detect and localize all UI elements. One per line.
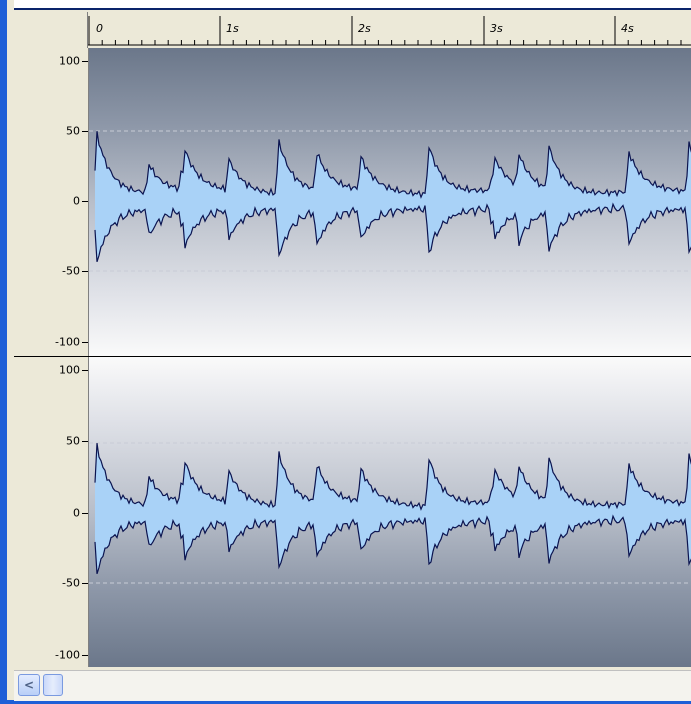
ruler-label-3s: 3s: [490, 22, 503, 35]
ch1-tick: [82, 201, 88, 202]
ruler-label-1s: 1s: [226, 22, 239, 35]
ch1-label-50: 50: [66, 124, 80, 138]
channel-2-axis: 100 50 0 -50 -100: [14, 357, 89, 667]
ch2-tick: [82, 655, 88, 656]
ch1-label-neg50: -50: [62, 264, 80, 278]
time-ruler[interactable]: 0 1s 2s 3s 4s: [14, 12, 691, 49]
channel-1-axis: 100 50 0 -50 -100: [14, 48, 89, 356]
horizontal-scrollbar[interactable]: <: [14, 670, 691, 701]
ch2-label-0: 0: [73, 506, 80, 520]
channel-2-waveform[interactable]: [89, 357, 691, 667]
ruler-label-0: 0: [96, 22, 103, 35]
channel-1-waveform[interactable]: [89, 48, 691, 356]
ch1-tick: [82, 342, 88, 343]
chevron-left-icon: <: [23, 678, 35, 692]
ch2-label-neg50: -50: [62, 576, 80, 590]
ch1-tick: [82, 271, 88, 272]
ch1-label-neg100: -100: [55, 335, 80, 349]
ruler-label-2s: 2s: [358, 22, 371, 35]
ruler-label-4s: 4s: [621, 22, 634, 35]
ch1-tick: [82, 131, 88, 132]
ch1-tick: [82, 61, 88, 62]
ch2-label-100: 100: [59, 363, 80, 377]
ch2-tick: [82, 583, 88, 584]
scroll-thumb[interactable]: [43, 674, 63, 696]
window-top-edge: [14, 0, 691, 10]
ch2-tick: [82, 370, 88, 371]
ch1-label-100: 100: [59, 54, 80, 68]
ch2-tick: [82, 513, 88, 514]
channel-1-waveform-svg: [89, 130, 691, 272]
channel-separator: [14, 356, 691, 357]
ruler-ticks: [88, 16, 691, 46]
ch2-label-50: 50: [66, 434, 80, 448]
channel-2-waveform-svg: [89, 442, 691, 584]
ch1-label-0: 0: [73, 194, 80, 208]
scroll-left-button[interactable]: <: [18, 674, 40, 696]
ch2-label-neg100: -100: [55, 648, 80, 662]
ruler-gutter: [14, 12, 88, 48]
ch2-tick: [82, 441, 88, 442]
